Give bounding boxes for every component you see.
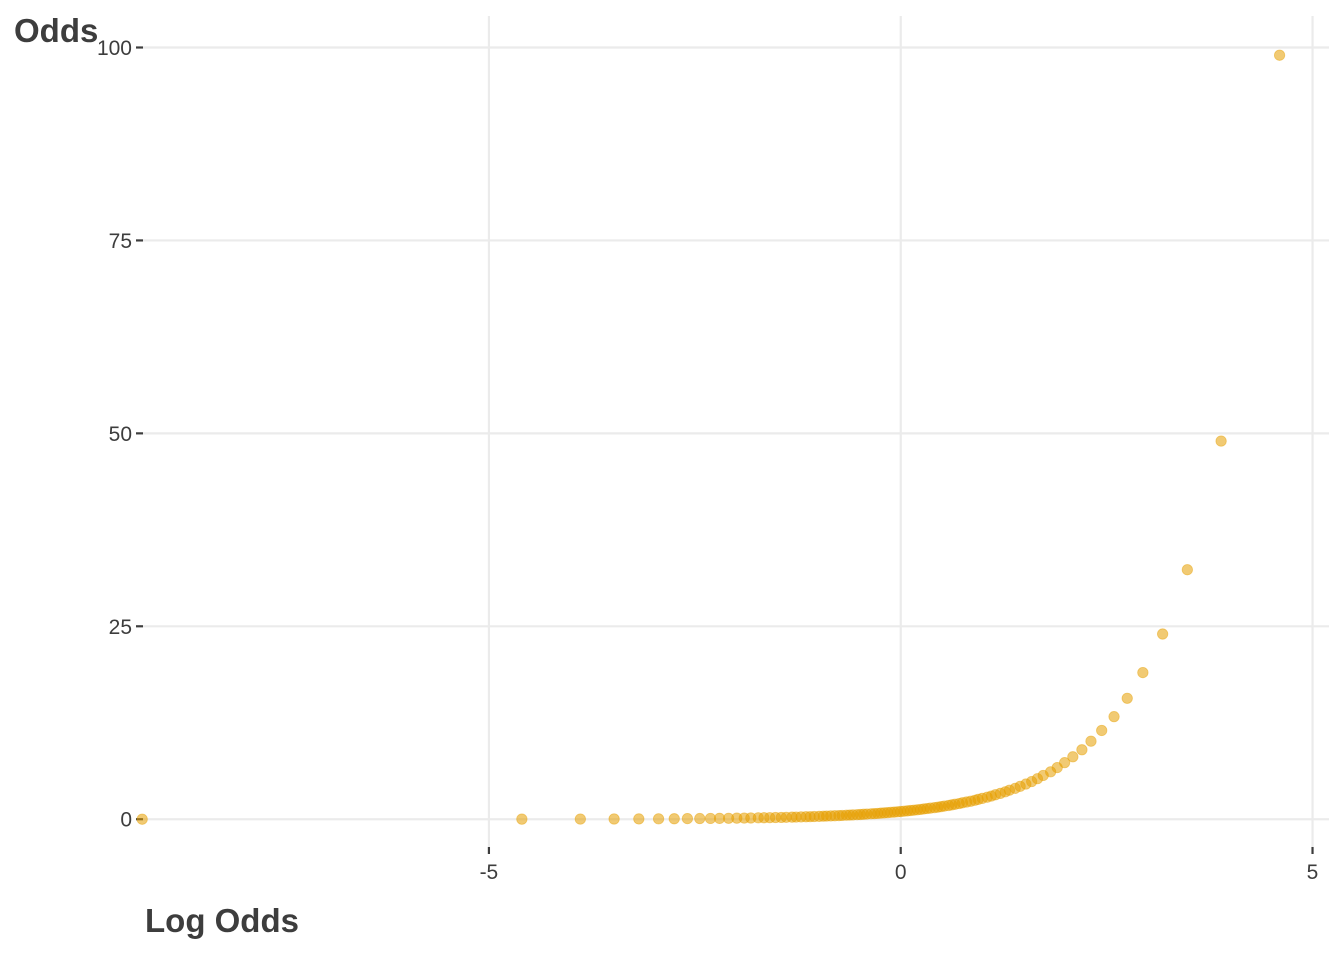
x-axis-title: Log Odds xyxy=(145,902,299,939)
y-axis-title: Odds xyxy=(14,12,98,49)
y-tick-label-0: 0 xyxy=(120,809,132,832)
data-point xyxy=(1051,761,1063,774)
x-tick-label-0: -5 xyxy=(480,861,499,884)
data-point xyxy=(652,813,665,825)
data-point xyxy=(694,812,706,825)
data-point xyxy=(1215,435,1227,447)
data-point xyxy=(681,813,694,825)
x-tick-label-1: 0 xyxy=(895,861,907,884)
data-points xyxy=(136,49,1286,825)
data-point xyxy=(1085,735,1097,747)
y-tick-label-1: 25 xyxy=(109,616,132,639)
data-point xyxy=(574,813,586,825)
data-point xyxy=(1121,692,1133,704)
data-point xyxy=(633,813,645,825)
data-point xyxy=(1273,49,1286,61)
data-point xyxy=(516,813,528,825)
data-point xyxy=(1181,564,1193,576)
data-point xyxy=(1157,628,1169,640)
gridlines xyxy=(143,16,1329,847)
data-point xyxy=(1067,751,1079,763)
x-tick-label-2: 5 xyxy=(1307,861,1319,884)
data-point xyxy=(136,813,148,825)
data-point xyxy=(668,813,680,825)
data-point xyxy=(1076,744,1088,756)
axis-ticks: 0 25 50 75 100 -5 0 5 xyxy=(97,37,1318,884)
data-point xyxy=(1137,666,1149,679)
data-point xyxy=(1108,711,1120,723)
data-point xyxy=(1059,757,1071,769)
data-point xyxy=(1096,724,1108,737)
y-tick-label-3: 75 xyxy=(109,230,132,253)
data-point xyxy=(608,813,620,825)
y-tick-label-2: 50 xyxy=(109,423,132,446)
y-tick-label-4: 100 xyxy=(97,37,132,60)
